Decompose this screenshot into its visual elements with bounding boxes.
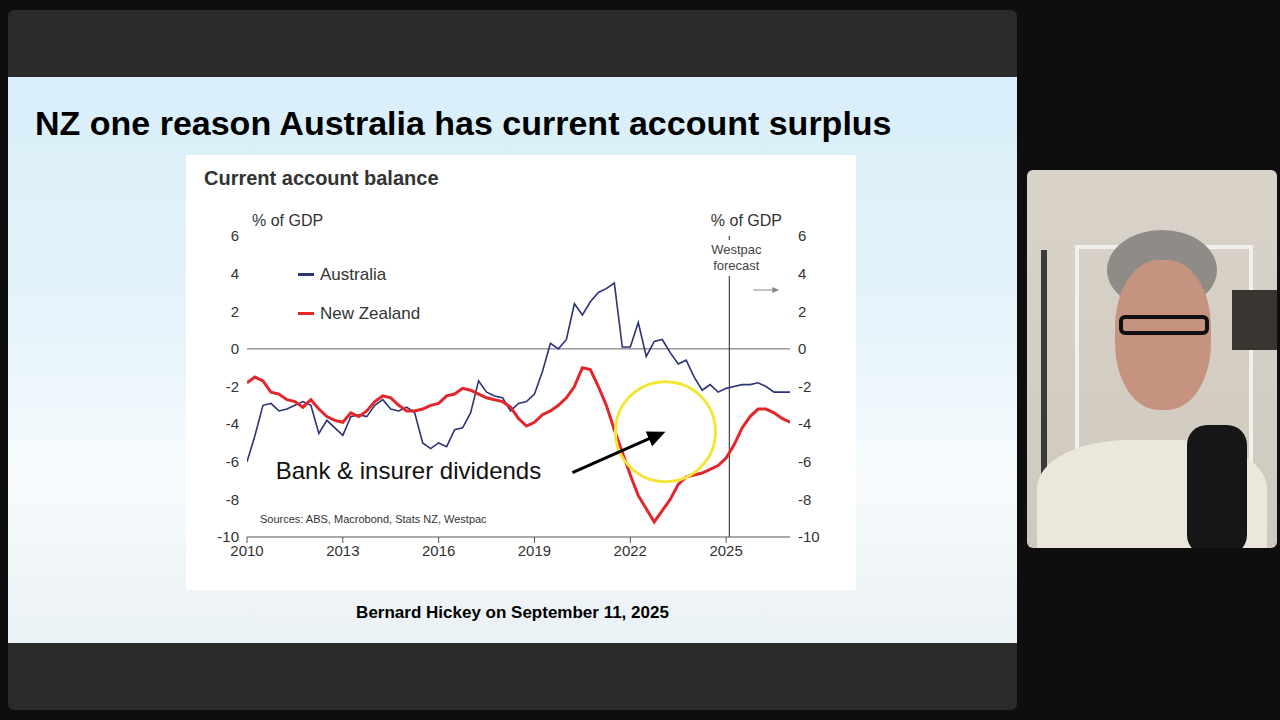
html-text:New Zealand: New Zealand xyxy=(320,303,421,323)
svg-text:2010: 2010 xyxy=(230,541,264,559)
svg-text:2: 2 xyxy=(798,303,806,320)
svg-text:-10: -10 xyxy=(217,528,239,545)
html-text:Australia: Australia xyxy=(320,264,387,284)
svg-text:Bank & insurer dividends: Bank & insurer dividends xyxy=(276,457,541,484)
svg-text:2022: 2022 xyxy=(614,542,647,559)
svg-text:0: 0 xyxy=(798,340,806,357)
svg-text:-4: -4 xyxy=(226,415,239,432)
svg-text:-8: -8 xyxy=(798,491,811,508)
svg-text:2013: 2013 xyxy=(326,542,359,559)
svg-text:forecast: forecast xyxy=(713,258,760,273)
svg-text:2019: 2019 xyxy=(518,542,551,559)
svg-text:4: 4 xyxy=(798,265,806,282)
svg-text:2016: 2016 xyxy=(422,542,455,559)
svg-text:-4: -4 xyxy=(798,415,811,432)
svg-text:6: 6 xyxy=(231,227,239,244)
html-text:Current account balance: Current account balance xyxy=(204,167,439,189)
svg-text:0: 0 xyxy=(231,340,239,357)
svg-text:Westpac: Westpac xyxy=(711,242,762,257)
svg-text:4: 4 xyxy=(231,265,239,282)
svg-text:-8: -8 xyxy=(226,491,239,508)
svg-text:-10: -10 xyxy=(798,528,820,545)
svg-text:2025: 2025 xyxy=(709,542,742,559)
svg-text:-2: -2 xyxy=(798,378,811,395)
svg-text:6: 6 xyxy=(798,227,806,244)
svg-text:2: 2 xyxy=(231,303,239,320)
html-text:Sources: ABS, Macrobond, Stats: Sources: ABS, Macrobond, Stats NZ, Westp… xyxy=(260,513,487,525)
svg-text:-6: -6 xyxy=(798,453,811,470)
html-text:% of GDP: % of GDP xyxy=(252,212,324,229)
svg-text:-6: -6 xyxy=(226,453,239,470)
html-text:NZ one reason Australia has cu: NZ one reason Australia has current acco… xyxy=(35,104,892,142)
svg-text:-2: -2 xyxy=(226,378,239,395)
html-text:Bernard Hickey on September 11: Bernard Hickey on September 11, 2025 xyxy=(356,603,669,622)
html-text:% of GDP: % of GDP xyxy=(710,212,782,229)
